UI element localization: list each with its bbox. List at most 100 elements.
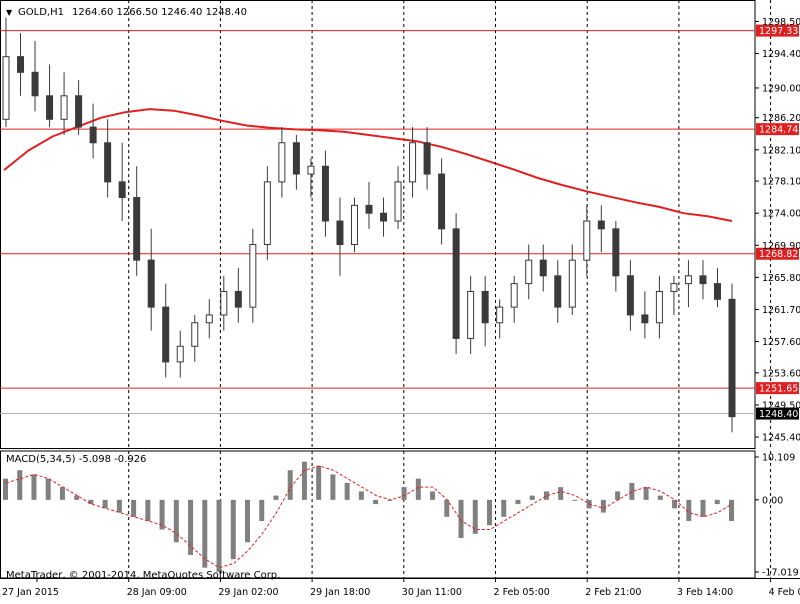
- candles-layer: [2, 17, 736, 433]
- macd-bar: [643, 487, 649, 500]
- x-tick-label: 2 Feb 05:00: [494, 587, 550, 598]
- macd-bar: [259, 499, 265, 522]
- levels-layer: 1297.33 1284.74 1268.82 1251.65 1248.40: [0, 24, 799, 420]
- candle-body: [423, 142, 431, 175]
- macd-bar: [700, 499, 706, 517]
- macd-bar: [344, 482, 350, 500]
- price-level-tag: [756, 382, 799, 395]
- candle-body: [626, 275, 634, 316]
- macd-bar: [401, 487, 407, 500]
- candle-body: [321, 165, 329, 222]
- candle-body: [31, 71, 39, 97]
- copyright-label: MetaTrader, © 2001-2014, MetaQuotes Soft…: [6, 570, 280, 581]
- macd-y-tick-label: 10.109: [762, 453, 795, 464]
- symbol-label: GOLD,H1: [18, 7, 64, 18]
- macd-bar: [245, 499, 250, 543]
- macd-bar: [173, 499, 179, 543]
- macd-signal-line: [5, 465, 733, 569]
- x-tick-label: 29 Jan 18:00: [310, 587, 370, 598]
- macd-bar: [729, 499, 734, 522]
- candle-body: [467, 290, 475, 339]
- macd-bar: [74, 495, 80, 500]
- y-tick-label: 1274.00: [762, 209, 800, 220]
- macd-bar: [287, 470, 293, 500]
- macd-bar: [515, 499, 521, 505]
- macd-bar: [59, 487, 65, 500]
- candle-body: [17, 56, 25, 73]
- menu-chevron-icon[interactable]: ▼: [6, 8, 13, 17]
- candle-body: [234, 290, 242, 308]
- macd-bar: [672, 499, 678, 509]
- macd-bar: [102, 499, 108, 509]
- axis-layer: 27 Jan 2015 28 Jan 09:00 29 Jan 02:00 29 Ja…: [2, 17, 800, 598]
- y-tick-label: 1282.10: [762, 145, 800, 156]
- y-tick-label: 1278.10: [762, 177, 800, 188]
- macd-bar: [31, 474, 37, 500]
- current-price-label: 1248.40: [759, 409, 798, 420]
- macd-bar: [529, 495, 535, 500]
- macd-bar: [188, 499, 194, 555]
- x-tick-label: 4 Feb 07:00: [769, 587, 800, 598]
- candle-body: [278, 142, 286, 183]
- candle-body: [104, 142, 112, 183]
- macd-bar: [330, 474, 336, 500]
- x-tick-label: 2 Feb 21:00: [585, 587, 641, 598]
- x-tick-label: 29 Jan 02:00: [218, 587, 278, 598]
- price-level-label: 1297.33: [759, 26, 798, 37]
- macd-bar: [116, 499, 122, 513]
- candle-body: [191, 322, 199, 347]
- candle-body: [525, 259, 533, 285]
- price-level-tag: [756, 24, 799, 37]
- macd-bar: [714, 499, 720, 505]
- candle-body: [249, 244, 257, 308]
- ma-layer: [3, 108, 733, 222]
- macd-bar: [88, 499, 94, 505]
- candle-body: [205, 314, 213, 324]
- macd-bar: [316, 465, 322, 500]
- macd-layer: [3, 461, 734, 572]
- macd-bar: [472, 499, 478, 534]
- candle-body: [380, 212, 388, 222]
- candle-body: [713, 283, 721, 300]
- macd-y-tick-label: -17.019: [762, 568, 799, 579]
- ohlc-readout: 1264.60 1266.50 1246.40 1248.40: [72, 7, 247, 18]
- y-tick-label: 1298.50: [762, 17, 800, 28]
- candle-body: [133, 197, 141, 261]
- candle-body: [89, 126, 97, 144]
- macd-bar: [145, 499, 151, 522]
- macd-title: MACD(5,34,5) -5.098 -0.926: [6, 454, 146, 465]
- candle-body: [496, 306, 504, 324]
- candle-body: [176, 345, 184, 363]
- candle-body: [568, 259, 576, 308]
- candle-body: [336, 220, 344, 246]
- price-level-tag: [756, 123, 799, 136]
- macd-bar: [558, 487, 564, 500]
- y-tick-label: 1286.20: [762, 113, 800, 124]
- price-level-label: 1268.82: [759, 249, 798, 260]
- candle-body: [147, 259, 155, 308]
- macd-pane-frame: [0, 450, 756, 579]
- macd-bar: [430, 491, 436, 500]
- candle-body: [684, 275, 692, 285]
- candle-body: [220, 290, 228, 316]
- y-tick-label: 1245.40: [762, 433, 800, 444]
- macd-bar: [216, 499, 222, 572]
- y-tick-label: 1253.60: [762, 368, 800, 379]
- candle-body: [481, 290, 489, 324]
- y-tick-label: 1269.90: [762, 241, 800, 252]
- grid-layer: [0, 0, 800, 579]
- price-level-tag: [756, 247, 799, 260]
- candle-body: [365, 204, 373, 214]
- macd-bar: [572, 499, 578, 501]
- candle-body: [118, 181, 126, 199]
- macd-bar: [387, 499, 393, 501]
- macd-y-tick-label: 0.00: [762, 495, 783, 506]
- y-tick-label: 1294.40: [762, 49, 800, 60]
- x-tick-label: 3 Feb 14:00: [677, 587, 733, 598]
- candle-body: [307, 165, 315, 175]
- candle-body: [452, 228, 460, 339]
- candle-body: [162, 306, 170, 363]
- macd-bar: [487, 499, 492, 526]
